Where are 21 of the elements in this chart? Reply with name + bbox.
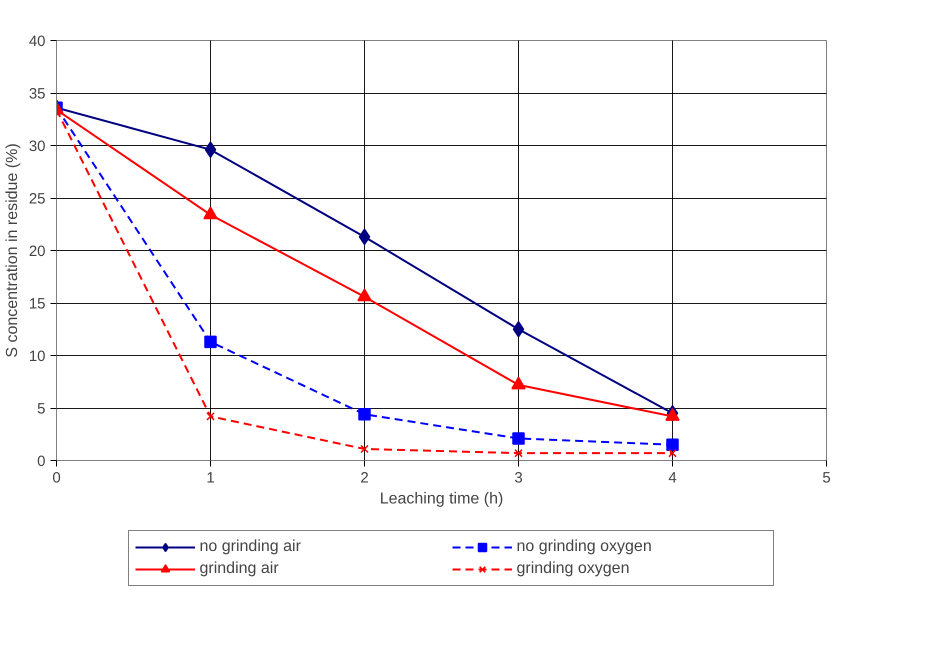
x-tick-label: 5 (822, 470, 831, 486)
x-tick-label: 1 (206, 470, 215, 486)
legend-label: no grinding air (200, 538, 302, 556)
legend-label: grinding air (200, 560, 280, 578)
y-tick-label: 40 (28, 33, 46, 50)
y-tick-label: 5 (37, 400, 46, 418)
y-tick-label: 10 (28, 348, 46, 365)
y-tick-label: 0 (37, 453, 46, 470)
x-axis-title: Leaching time (h) (380, 490, 504, 508)
y-axis-title: S concentration in residue (%) (4, 143, 21, 358)
y-tick-label: 35 (28, 86, 46, 102)
y-tick-label: 30 (28, 138, 46, 155)
legend-label: grinding oxygen (516, 560, 630, 578)
y-tick-label: 20 (28, 243, 46, 260)
x-tick-label: 3 (514, 470, 523, 486)
y-tick-label: 15 (28, 296, 46, 312)
x-tick-label: 2 (360, 470, 369, 486)
x-tick-label: 0 (52, 470, 61, 486)
x-tick-label: 4 (668, 470, 677, 486)
legend-label: no grinding oxygen (516, 538, 653, 556)
y-tick-label: 25 (28, 190, 46, 208)
